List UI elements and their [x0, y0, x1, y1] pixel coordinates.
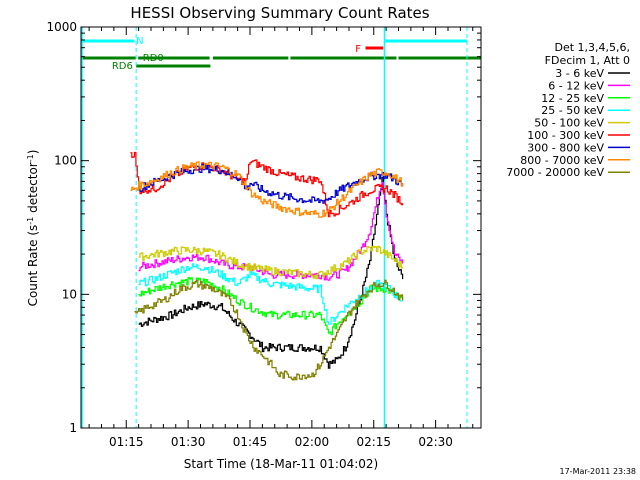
- legend-label: 50 - 100 keV: [534, 117, 604, 130]
- y-axis-label-mid: detector: [26, 162, 40, 217]
- legend-label: 25 - 50 keV: [541, 104, 604, 117]
- y-axis-label-main: Count Rate (s: [26, 225, 40, 307]
- legend-header-2: FDecim 1, Att 0: [545, 54, 630, 67]
- series-line-50-100keV: [138, 245, 404, 280]
- night-flag-label: N: [136, 36, 143, 47]
- x-tick-label: 02:30: [418, 435, 453, 449]
- y-tick-label: 1000: [46, 20, 77, 34]
- flare-flag-label: F: [355, 44, 361, 55]
- y-tick-label: 10: [62, 287, 77, 301]
- series-line-800-7000keV: [130, 161, 404, 218]
- legend-label: 3 - 6 keV: [555, 67, 604, 80]
- y-axis-label-end: ): [26, 150, 40, 155]
- x-tick-label: 01:15: [109, 435, 144, 449]
- legend-label: 12 - 25 keV: [541, 92, 604, 105]
- legend: Det 1,3,4,5,6, FDecim 1, Att 0 3 - 6 keV…: [506, 41, 630, 179]
- x-tick-label: 02:00: [295, 435, 330, 449]
- x-tick-label: 01:45: [233, 435, 268, 449]
- x-axis: 01:15 01:30 01:45 02:00 02:15 02:30: [88, 27, 474, 449]
- y-tick-label: 100: [54, 154, 77, 168]
- legend-label: 100 - 300 keV: [527, 129, 604, 142]
- x-tick-label: 01:30: [171, 435, 206, 449]
- rd0-label: RD0: [143, 53, 164, 64]
- timestamp: 17-Mar-2011 23:38: [560, 467, 637, 476]
- legend-label: 6 - 12 keV: [548, 79, 604, 92]
- series-line-7000-20000keV: [134, 279, 404, 381]
- y-axis-label-sup2: -1: [26, 154, 35, 162]
- legend-label: 800 - 7000 keV: [520, 154, 604, 167]
- rd6-label: RD6: [112, 61, 133, 72]
- legend-label: 300 - 800 keV: [527, 141, 604, 154]
- series-line-300-800keV: [138, 163, 404, 204]
- legend-label: 7000 - 20000 keV: [506, 166, 604, 179]
- legend-header-1: Det 1,3,4,5,6,: [554, 41, 630, 54]
- y-axis-label-sup1: -1: [26, 217, 35, 225]
- plot-frame: [80, 26, 482, 429]
- y-tick-label: 1: [69, 421, 77, 435]
- x-tick-label: 02:15: [356, 435, 391, 449]
- series-line-25-50keV: [138, 263, 404, 325]
- chart-title: HESSI Observing Summary Count Rates: [130, 4, 429, 22]
- y-axis: 1 10 100 1000: [46, 20, 481, 435]
- y-axis-label: Count Rate (s-1 detector-1): [26, 150, 41, 307]
- x-axis-label: Start Time (18-Mar-11 01:04:02): [184, 457, 378, 471]
